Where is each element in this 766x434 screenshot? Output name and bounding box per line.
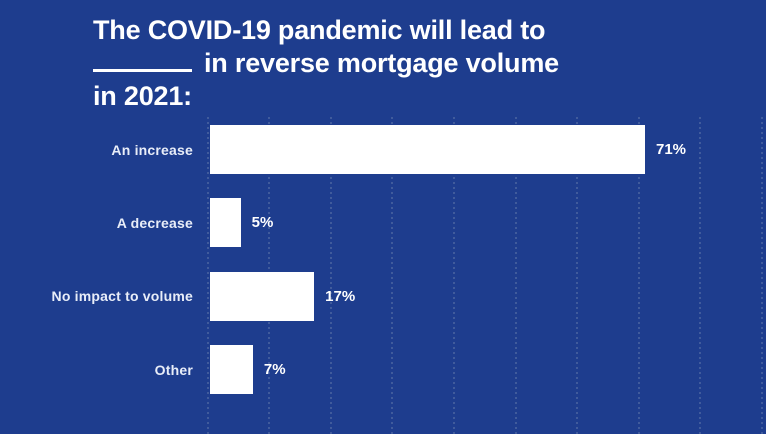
chart-title-line-3: in 2021: — [93, 81, 192, 111]
bar — [210, 345, 253, 395]
bar-row: Other 7% — [0, 345, 766, 395]
bar — [210, 125, 645, 174]
blank-underline — [93, 69, 192, 72]
value-label: 17% — [325, 287, 356, 305]
gridline — [760, 117, 763, 434]
category-label: No impact to volume — [51, 288, 193, 305]
gridline — [699, 117, 702, 434]
chart-title-line-2-text: in reverse mortgage volume — [204, 48, 559, 78]
bar — [210, 271, 315, 321]
value-label: 5% — [251, 214, 274, 232]
category-label: Other — [154, 361, 193, 378]
gridline — [329, 117, 332, 434]
chart-title: The COVID-19 pandemic will lead to in re… — [93, 14, 733, 113]
category-label: An increase — [111, 141, 193, 158]
chart-title-line-2: in reverse mortgage volume — [93, 47, 733, 80]
bar — [210, 198, 241, 248]
chart-title-line-1: The COVID-19 pandemic will lead to — [93, 15, 546, 45]
bar-row: A decrease 5% — [0, 198, 766, 248]
gridline — [391, 117, 394, 434]
gridline — [452, 117, 455, 434]
value-label: 7% — [263, 361, 286, 379]
gridline — [514, 117, 517, 434]
gridline — [206, 117, 209, 434]
bar-row: No impact to volume 17% — [0, 271, 766, 321]
bar-row: An increase 71% — [0, 125, 766, 174]
category-label: A decrease — [116, 214, 193, 231]
gridline — [637, 117, 640, 434]
value-label: 71% — [656, 141, 687, 158]
gridline — [576, 117, 579, 434]
